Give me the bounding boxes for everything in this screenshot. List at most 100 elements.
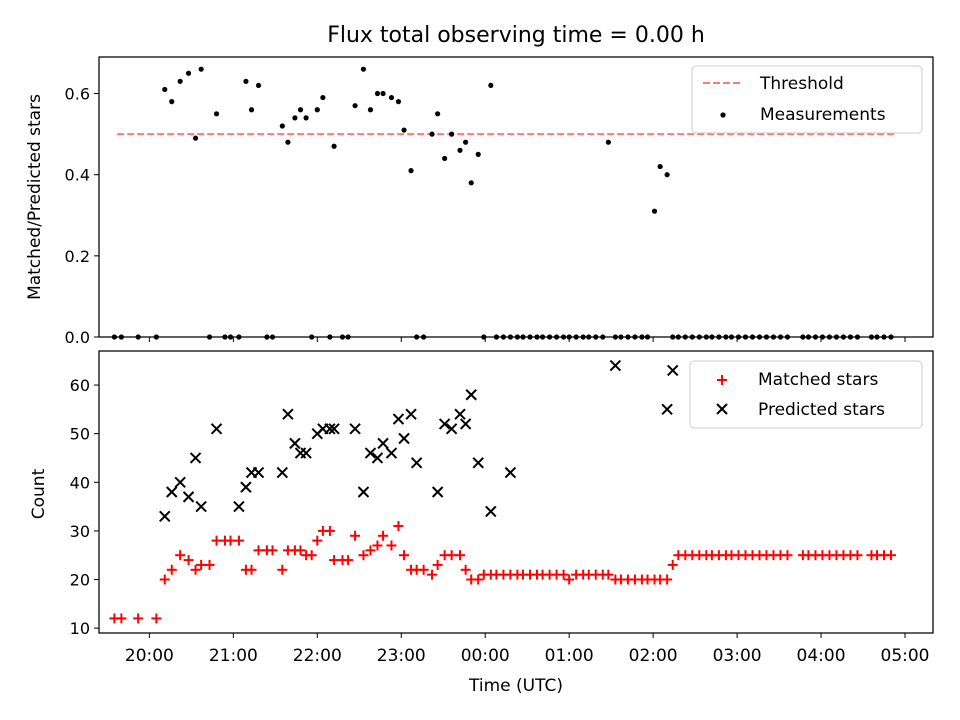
predicted-marker-b <box>159 510 171 523</box>
bottom-y-tick-label: 30 <box>70 522 90 541</box>
matched-star-marker <box>190 564 201 575</box>
predicted-marker-b <box>504 466 517 479</box>
predicted-marker-b <box>182 491 195 503</box>
matched-star-marker <box>667 559 678 570</box>
matched-star-marker <box>159 574 170 585</box>
measurement-point <box>331 143 337 149</box>
predicted-star-marker <box>166 486 178 498</box>
top-y-axis-label: Matched/Predicted stars <box>25 94 45 300</box>
matched-star-marker <box>267 545 278 556</box>
predicted-star-marker <box>289 437 301 450</box>
bottom-legend-box <box>689 360 923 429</box>
measurement-point <box>463 139 469 145</box>
top-panel: 0.0 0.2 0.4 0.6 Matched/Predicted stars Thr… <box>25 56 934 347</box>
predicted-star-marker <box>364 447 377 459</box>
top-axes-frame <box>98 56 934 338</box>
matched-legend-label: Matched stars <box>758 370 878 390</box>
predicted-legend-swatch <box>716 403 728 415</box>
matched-star-marker <box>603 569 614 580</box>
predicted-marker-b <box>195 500 207 513</box>
matched-star-marker <box>372 540 383 551</box>
matched-star-marker <box>386 540 397 551</box>
predicted-marker-b <box>431 486 444 498</box>
x-tick-label: 21:00 <box>209 646 258 666</box>
predicted-star-marker <box>661 403 673 416</box>
matched-star-marker <box>151 613 162 624</box>
matched-star-marker <box>204 559 215 570</box>
matched-star-marker <box>183 555 194 566</box>
bottom-legend: Matched stars Predicted stars <box>689 360 923 429</box>
predicted-marker-b <box>233 500 245 513</box>
predicted-marker-b <box>398 432 410 445</box>
predicted-star-marker <box>276 466 289 479</box>
measurement-point <box>292 115 298 121</box>
predicted-marker-b <box>410 457 423 469</box>
predicted-marker-b <box>240 481 252 493</box>
predicted-star-marker <box>210 423 223 435</box>
predicted-star-marker <box>454 408 466 420</box>
measurement-point <box>243 78 249 84</box>
predicted-marker-b <box>377 437 389 450</box>
matched-star-marker <box>460 564 471 575</box>
top-y-tick-label: 0.4 <box>65 166 90 185</box>
predicted-star-marker <box>189 452 202 464</box>
predicted-marker-b <box>485 505 497 518</box>
predicted-star-marker <box>398 432 410 445</box>
predicted-star-marker <box>459 418 472 430</box>
top-legend: Threshold Measurements <box>691 65 923 134</box>
predicted-marker-b <box>472 457 484 469</box>
top-y-ticks: 0.0 0.2 0.4 0.6 <box>65 85 99 347</box>
x-tick-label: 00:00 <box>461 646 510 666</box>
predicted-marker-b <box>282 408 294 420</box>
matched-star-marker <box>166 564 177 575</box>
matched-star-marker <box>175 550 186 561</box>
measurement-point <box>408 168 414 174</box>
predicted-swatch-b <box>716 403 728 415</box>
x-tick-label: 01:00 <box>545 646 594 666</box>
predicted-star-marker <box>240 481 252 493</box>
predicted-star-marker <box>431 486 444 498</box>
figure-title: Flux total observing time = 0.00 h <box>327 23 705 48</box>
x-tick-label: 03:00 <box>713 646 762 666</box>
matched-star-marker <box>295 545 306 556</box>
predicted-star-marker <box>385 447 398 459</box>
predicted-star-marker <box>472 457 484 469</box>
measurement-point <box>457 147 463 153</box>
x-tick-label: 02:00 <box>629 646 678 666</box>
predicted-star-marker <box>485 505 497 518</box>
predicted-marker-b <box>357 486 370 498</box>
predicted-star-marker <box>371 452 384 464</box>
predicted-marker-b <box>252 466 265 479</box>
measurement-point <box>374 90 381 97</box>
predicted-legend-label: Predicted stars <box>758 400 885 420</box>
measurements-legend-swatch <box>720 112 726 118</box>
matched-legend-swatch <box>717 375 727 385</box>
predicted-marker-b <box>454 408 466 420</box>
predicted-star-marker <box>195 500 207 513</box>
predicted-star-marker <box>410 457 423 469</box>
matched-star-marker <box>365 545 376 556</box>
matched-star-marker <box>196 559 207 570</box>
matched-star-marker <box>378 530 389 541</box>
x-tick-label: 04:00 <box>797 646 846 666</box>
predicted-marker-b <box>445 423 458 435</box>
bottom-y-tick-label: 10 <box>70 619 90 638</box>
matched-star-marker <box>662 574 673 585</box>
measurement-point <box>185 70 192 76</box>
predicted-star-marker <box>445 423 458 435</box>
matched-star-marker <box>253 545 264 556</box>
predicted-marker-b <box>328 423 340 435</box>
predicted-marker-b <box>210 423 223 435</box>
predicted-marker-b <box>609 359 622 372</box>
matched-star-marker <box>277 564 288 575</box>
matched-star-marker <box>446 550 457 561</box>
predicted-star-marker <box>159 510 171 523</box>
measurement-point <box>488 82 494 89</box>
x-axis-label: Time (UTC) <box>468 676 563 696</box>
predicted-star-marker <box>300 447 312 459</box>
measurement-point <box>367 107 374 113</box>
bottom-y-ticks: 10 20 30 40 50 60 <box>70 376 99 638</box>
bottom-y-tick-label: 50 <box>70 425 90 444</box>
predicted-marker-b <box>324 423 336 435</box>
predicted-star-marker <box>465 389 477 401</box>
